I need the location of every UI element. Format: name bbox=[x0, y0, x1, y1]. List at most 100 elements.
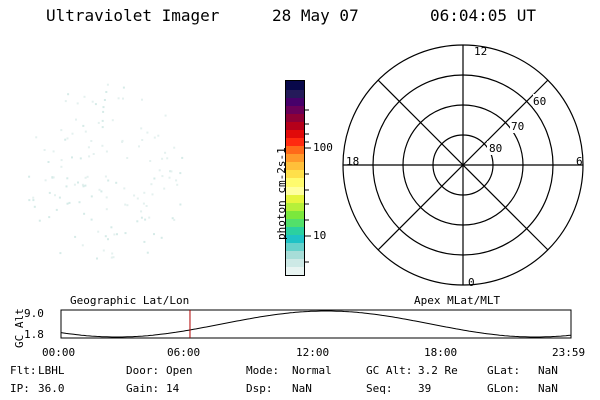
image-speckle bbox=[103, 99, 106, 101]
image-speckle bbox=[82, 124, 85, 127]
image-speckle bbox=[47, 161, 50, 163]
info-label: Dsp: bbox=[246, 382, 273, 395]
colorbar-segment bbox=[286, 258, 304, 268]
colorbar-segment bbox=[286, 161, 304, 171]
image-speckle bbox=[90, 218, 93, 221]
lat-label-70: 70 bbox=[511, 120, 525, 133]
image-speckle bbox=[77, 181, 79, 184]
image-speckle bbox=[142, 202, 145, 205]
image-speckle bbox=[90, 195, 93, 198]
polar-diagonal-2 bbox=[377, 79, 549, 251]
image-speckle bbox=[83, 95, 86, 98]
colorbar-segment bbox=[286, 169, 304, 179]
image-speckle bbox=[60, 129, 63, 132]
image-speckle bbox=[54, 194, 56, 197]
image-speckle bbox=[126, 157, 129, 159]
image-speckle bbox=[146, 251, 149, 254]
image-speckle bbox=[151, 193, 154, 196]
color-bar bbox=[285, 80, 305, 276]
strip-left-title: Geographic Lat/Lon bbox=[70, 294, 190, 307]
image-speckle bbox=[164, 151, 167, 154]
image-speckle bbox=[51, 176, 54, 179]
image-speckle bbox=[58, 196, 61, 199]
image-speckle bbox=[145, 205, 148, 207]
strip-right-title: Apex MLat/MLT bbox=[414, 294, 501, 307]
colorbar-segment bbox=[286, 178, 304, 187]
image-speckle bbox=[90, 140, 93, 142]
colorbar-segment bbox=[286, 266, 304, 276]
info-value: 14 bbox=[166, 382, 180, 395]
info-value: 39 bbox=[418, 382, 432, 395]
image-speckle bbox=[102, 110, 105, 113]
image-speckle bbox=[122, 97, 124, 100]
image-speckle bbox=[176, 183, 179, 186]
image-speckle bbox=[111, 252, 114, 255]
image-speckle bbox=[83, 212, 86, 215]
image-speckle bbox=[153, 136, 156, 139]
image-speckle bbox=[136, 220, 139, 223]
colorbar-segment bbox=[286, 234, 304, 244]
mlt-label-6: 6 bbox=[576, 155, 583, 168]
colorbar-segment bbox=[286, 121, 304, 130]
image-speckle bbox=[73, 183, 76, 186]
image-speckle bbox=[161, 157, 164, 160]
image-speckle bbox=[161, 175, 164, 178]
image-speckle bbox=[64, 138, 67, 141]
image-speckle bbox=[157, 134, 160, 137]
image-speckle bbox=[75, 118, 77, 121]
image-speckle bbox=[97, 230, 100, 233]
lat-label-60: 60 bbox=[533, 95, 547, 108]
image-speckle bbox=[96, 257, 98, 260]
image-speckle bbox=[71, 132, 74, 135]
image-speckle bbox=[123, 187, 126, 190]
image-speckle bbox=[91, 100, 94, 103]
info-row-2: IP: 36.0 Gain: 14 Dsp: NaN Seq: 39 GLon: NaN bbox=[0, 382, 600, 396]
image-speckle bbox=[110, 226, 113, 229]
colorbar-segment bbox=[286, 226, 304, 236]
image-speckle bbox=[105, 91, 108, 93]
image-speckle bbox=[105, 150, 108, 153]
strip-xtick-1200: 12:00 bbox=[296, 346, 330, 359]
image-speckle bbox=[171, 217, 174, 220]
image-speckle bbox=[113, 233, 116, 236]
image-speckle bbox=[149, 160, 152, 162]
image-speckle bbox=[173, 218, 176, 221]
strip-ytick-1-8: 1.8 bbox=[24, 328, 44, 341]
image-speckle bbox=[126, 204, 129, 207]
info-label: Flt: bbox=[10, 364, 37, 377]
image-speckle bbox=[48, 216, 51, 219]
image-speckle bbox=[124, 203, 127, 206]
image-speckle bbox=[82, 185, 85, 188]
image-speckle bbox=[87, 146, 90, 149]
strip-xtick-0600: 06:00 bbox=[167, 346, 201, 359]
image-speckle bbox=[81, 183, 84, 186]
image-speckle bbox=[64, 100, 67, 103]
image-speckle bbox=[65, 185, 68, 188]
image-speckle bbox=[143, 240, 146, 243]
info-value: Open bbox=[166, 364, 193, 377]
image-speckle bbox=[32, 199, 35, 202]
image-speckle bbox=[81, 244, 84, 247]
image-speckle bbox=[38, 219, 41, 222]
image-speckle bbox=[148, 216, 151, 219]
image-speckle bbox=[32, 196, 35, 199]
image-speckle bbox=[117, 97, 120, 100]
image-speckle bbox=[140, 216, 143, 219]
image-speckle bbox=[150, 183, 153, 186]
image-speckle bbox=[106, 83, 109, 86]
info-value: NaN bbox=[538, 364, 558, 377]
image-speckle bbox=[52, 176, 55, 179]
image-speckle bbox=[35, 136, 38, 139]
image-speckle bbox=[101, 119, 104, 122]
colorbar-segment bbox=[286, 202, 304, 211]
colorbar-segment bbox=[286, 105, 304, 114]
colorbar-tick-10: 10 bbox=[313, 229, 327, 242]
image-speckle bbox=[66, 137, 69, 140]
info-label: GLon: bbox=[487, 382, 521, 395]
image-speckle bbox=[92, 153, 95, 155]
image-speckle bbox=[163, 187, 166, 190]
image-speckle bbox=[43, 149, 46, 151]
image-speckle bbox=[97, 121, 100, 124]
